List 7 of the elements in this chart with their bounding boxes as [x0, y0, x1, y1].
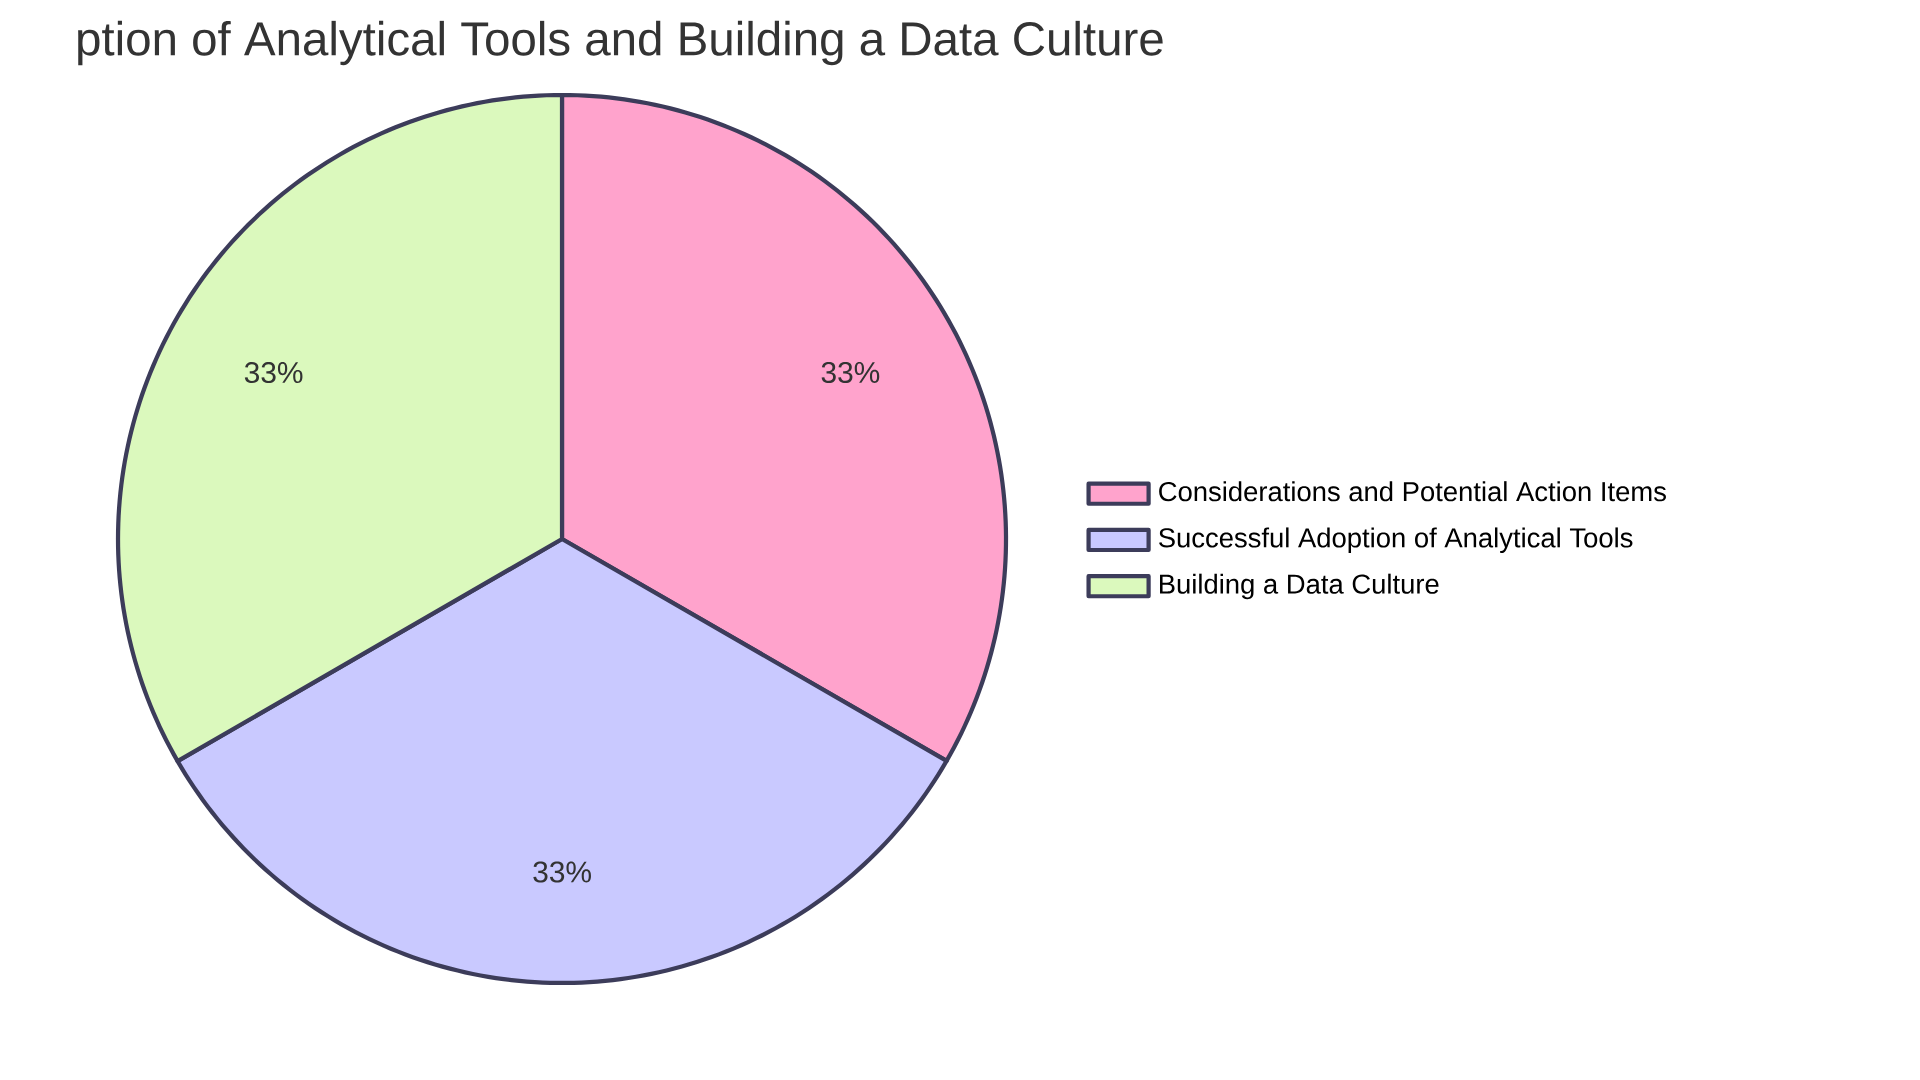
data-label: 33% — [244, 361, 303, 384]
data-label: 33% — [821, 361, 880, 384]
legend-label: Considerations and Potential Action Items — [1159, 481, 1666, 502]
data-label: 33% — [533, 861, 591, 883]
chart-title: ption of Analytical Tools and Building a Data Culture — [78, 20, 1163, 66]
legend-label: Building a Data Culture — [1160, 573, 1439, 600]
legend-label: Successful Adoption of Analytical Tools — [1159, 527, 1633, 553]
